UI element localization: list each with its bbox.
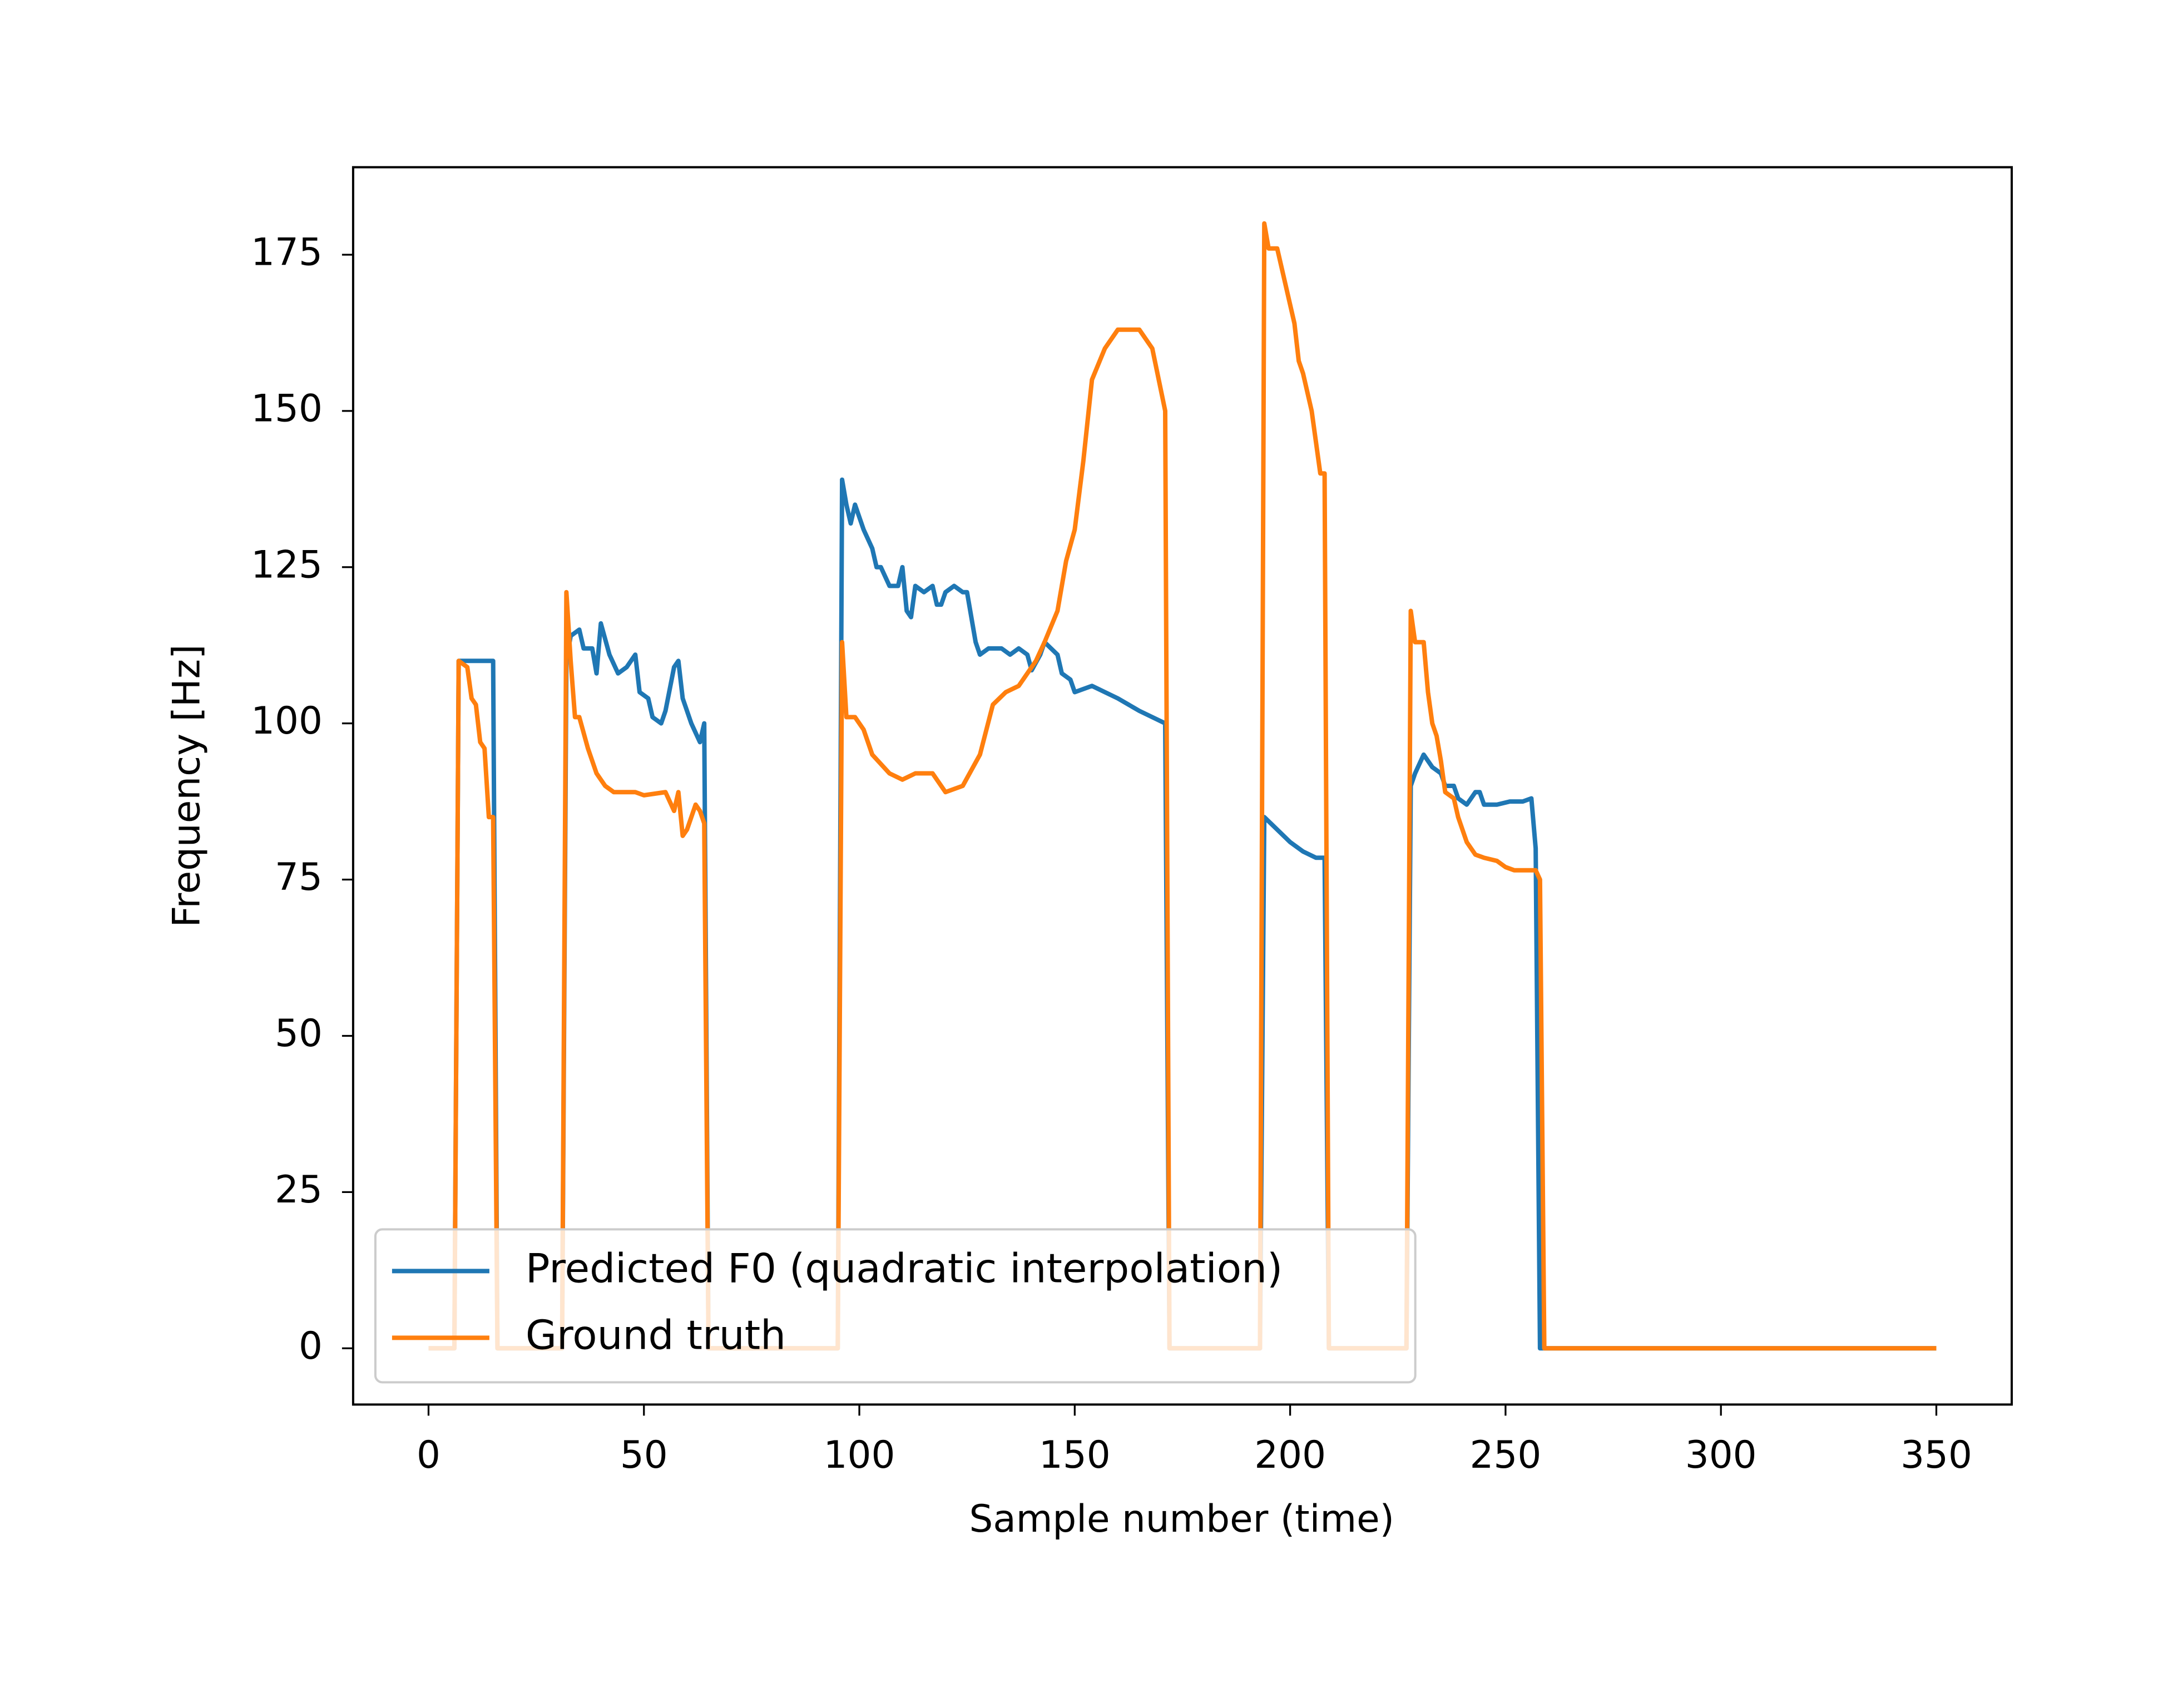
y-axis-label: Frequency [Hz] (165, 645, 209, 928)
x-axis-label: Sample number (time) (969, 1497, 1394, 1541)
data-line (428, 221, 1937, 1351)
y-tick-label: 0 (299, 1324, 323, 1368)
legend-label: Ground truth (526, 1312, 786, 1359)
x-tick-label: 0 (417, 1433, 440, 1477)
y-tick-label: 125 (251, 542, 323, 586)
x-tick-label: 300 (1685, 1433, 1757, 1477)
y-tick-label: 25 (275, 1167, 323, 1211)
x-tick-label: 150 (1039, 1433, 1111, 1477)
y-tick-label: 100 (251, 699, 323, 742)
y-tick-label: 150 (251, 386, 323, 430)
y-tick-label: 75 (275, 855, 323, 899)
legend-frame (374, 1228, 1417, 1384)
legend-label: Predicted F0 (quadratic interpolation) (526, 1245, 1283, 1292)
x-tick-label: 250 (1470, 1433, 1542, 1477)
plot-frame (352, 166, 2013, 1406)
x-tick-label: 350 (1900, 1433, 1972, 1477)
y-tick-label: 175 (251, 230, 323, 274)
data-line (428, 477, 1937, 1351)
x-tick-label: 50 (620, 1433, 668, 1477)
x-tick-label: 200 (1254, 1433, 1326, 1477)
y-tick-label: 50 (275, 1011, 323, 1055)
x-tick-label: 100 (824, 1433, 895, 1477)
